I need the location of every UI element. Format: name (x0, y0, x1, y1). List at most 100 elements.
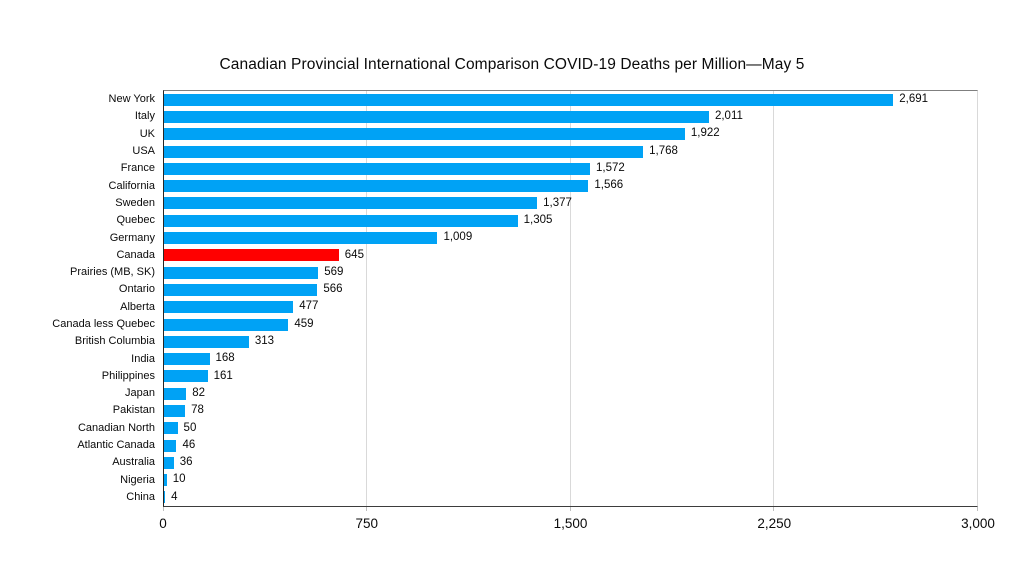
x-tick-label: 2,250 (757, 516, 792, 531)
category-label: Canada (116, 248, 155, 261)
category-label: Canadian North (77, 421, 155, 434)
bar-row: UK 1,922 (140, 126, 977, 143)
bar-row: Nigeria 10 (120, 472, 977, 489)
bar (164, 162, 590, 175)
bar (164, 128, 685, 141)
category-label: Japan (125, 387, 155, 400)
value-label: 1,922 (690, 127, 720, 140)
bar-row: Sweden 1,377 (115, 195, 977, 212)
x-tick-label: 750 (355, 516, 379, 531)
value-label: 1,009 (443, 231, 473, 244)
bar (164, 93, 894, 106)
bars-container: New York 2,691 Italy 2,011 UK 1,922 USA 1,768 Fr… (52, 91, 977, 506)
bar (164, 145, 644, 158)
value-label: 4 (171, 490, 178, 503)
value-label: 566 (323, 283, 343, 296)
bar-row: Ontario 566 (119, 281, 977, 298)
value-label: 1,566 (594, 179, 624, 192)
value-label: 1,572 (596, 162, 625, 175)
category-label: India (131, 352, 155, 365)
category-label: China (126, 490, 155, 503)
category-label: Nigeria (120, 473, 155, 486)
category-label: Ontario (118, 283, 155, 296)
value-label: 2,011 (714, 110, 743, 123)
bar-row: Germany 1,009 (110, 229, 977, 246)
value-label: 459 (294, 317, 314, 330)
axis-tick (163, 507, 164, 511)
bar-row: USA 1,768 (132, 143, 977, 160)
bar-row: China 4 (126, 489, 977, 506)
bar (164, 249, 339, 262)
x-axis: 0 750 1,500 2,250 3,000 (159, 516, 995, 536)
x-tick-label: 0 (159, 516, 167, 531)
bar (164, 387, 187, 400)
category-label: California (108, 179, 155, 192)
bar (164, 353, 210, 366)
category-label: Pakistan (112, 404, 155, 417)
value-label: 313 (254, 335, 274, 348)
category-label: Canada less Quebec (52, 318, 155, 330)
category-label: Italy (134, 110, 155, 123)
category-label: New York (108, 93, 155, 106)
bar-row: California 1,566 (109, 177, 977, 194)
bar-row: New York 2,691 (109, 91, 977, 108)
value-label: 82 (192, 386, 206, 399)
category-label: UK (139, 127, 155, 140)
bar-row: Pakistan 78 (113, 402, 977, 419)
value-label: 168 (215, 352, 235, 365)
bar-row: Atlantic Canada 46 (77, 437, 977, 454)
value-label: 1,377 (543, 196, 572, 209)
axis-tick (977, 507, 978, 511)
bar (164, 180, 589, 193)
value-label: 645 (344, 248, 364, 261)
plot-area: New York 2,691 Italy 2,011 UK 1,922 USA 1,768 Fr… (52, 90, 978, 507)
bar (164, 474, 167, 487)
bar (164, 232, 438, 245)
x-tick-label: 1,500 (553, 516, 588, 531)
bar-row: Italy 2,011 (135, 108, 977, 125)
axis-tick (365, 507, 367, 511)
category-label: Sweden (115, 196, 155, 209)
bar (164, 214, 518, 227)
value-label: 46 (182, 438, 196, 451)
category-label: Alberta (120, 300, 155, 313)
bar-row: Quebec 1,305 (116, 212, 977, 229)
bar (164, 283, 318, 296)
value-label: 2,691 (899, 92, 929, 105)
value-label: 36 (179, 456, 193, 469)
bar-row: Philippines 161 (102, 368, 977, 385)
value-label: 569 (324, 265, 344, 278)
value-label: 78 (191, 404, 204, 417)
x-tick-label: 3,000 (961, 516, 995, 531)
category-label: Philippines (101, 369, 155, 382)
bar-row: Alberta 477 (120, 299, 977, 316)
category-label: Atlantic Canada (77, 439, 155, 452)
bar-row: Australia 36 (112, 454, 977, 471)
bar-row: Prairies (MB, SK) 569 (70, 264, 977, 281)
bar-row: Canadian North 50 (78, 420, 977, 437)
bar-row: Canada less Quebec 459 (52, 316, 977, 333)
bar (164, 370, 208, 383)
bar (164, 197, 538, 210)
bar (164, 318, 289, 331)
gridline (772, 91, 774, 506)
bar-row: British Columbia 313 (75, 333, 977, 350)
category-label: British Columbia (74, 335, 155, 348)
bar (164, 439, 177, 452)
gridline (569, 91, 571, 506)
bar (164, 404, 186, 417)
bar-row: Canada 645 (116, 247, 977, 264)
value-label: 1,768 (649, 144, 678, 157)
bar (164, 110, 709, 123)
bar-row: Japan 82 (125, 385, 977, 402)
bar-row: France 1,572 (121, 160, 977, 177)
bar (164, 422, 178, 435)
bar (164, 335, 249, 348)
category-label: France (120, 162, 155, 175)
category-label: Germany (109, 231, 155, 244)
value-label: 1,305 (523, 213, 553, 226)
category-label: Prairies (MB, SK) (70, 266, 155, 279)
bar-row: India 168 (131, 350, 977, 367)
axis-tick (569, 507, 571, 511)
bar (164, 456, 174, 469)
